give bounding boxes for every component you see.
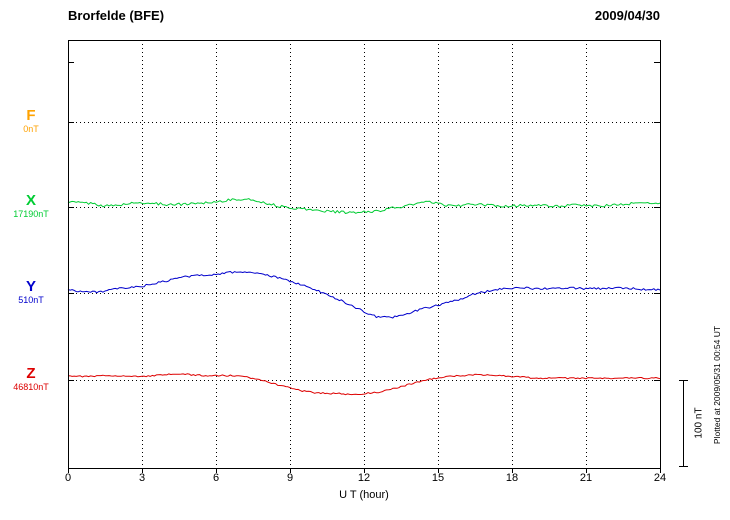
x-tick-label: 12 [357, 472, 371, 484]
series-letter: X [25, 191, 36, 209]
plot-frame [68, 40, 661, 469]
x-axis-label: U T (hour) [339, 489, 389, 501]
series-baseline-value: 0nT [23, 124, 39, 135]
plot-date: 2009/04/30 [594, 8, 660, 23]
series-label-Y: Y 510nT [0, 277, 62, 306]
x-tick-label: 21 [579, 472, 593, 484]
series-baseline-value: 17190nT [13, 208, 49, 219]
scale-bar-label: 100 nT [693, 407, 705, 439]
series-label-F: F 0nT [0, 108, 62, 135]
x-tick-label: 15 [431, 472, 445, 484]
trace-Z [67, 373, 661, 396]
series-label-Z: Z 46810nT [0, 364, 62, 393]
trace-Y [67, 271, 661, 319]
plotted-at-note: Plotted at 2009/05/31 00:54 UT [712, 325, 722, 445]
trace-X [67, 198, 661, 214]
series-letter: Y [25, 277, 36, 295]
x-tick-label: 0 [64, 472, 72, 484]
series-letter: F [26, 107, 36, 125]
x-tick-label: 24 [653, 472, 667, 484]
x-tick-label: 6 [212, 472, 220, 484]
station-title: Brorfelde (BFE) [68, 8, 165, 23]
x-tick-label: 3 [138, 472, 146, 484]
series-label-X: X 17190nT [0, 191, 62, 220]
x-tick-label: 18 [505, 472, 519, 484]
series-baseline-value: 510nT [18, 294, 44, 305]
series-baseline-value: 46810nT [13, 381, 49, 392]
x-tick-label: 9 [286, 472, 294, 484]
series-letter: Z [26, 364, 36, 382]
